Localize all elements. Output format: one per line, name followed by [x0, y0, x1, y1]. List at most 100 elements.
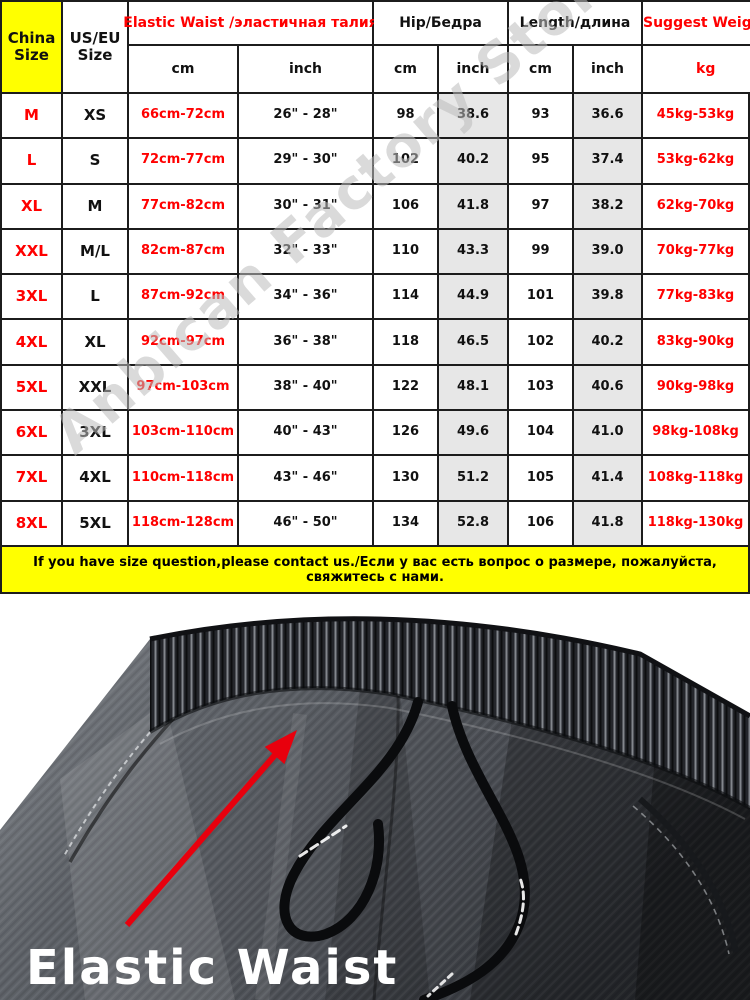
cell-weight: 77kg-83kg [643, 275, 750, 321]
table-row: 6XL 3XL 103cm-110cm 40" - 43" 126 49.6 104 41.0… [2, 411, 750, 457]
header-length: Length/длина [509, 2, 643, 46]
cell-weight: 108kg-118kg [643, 456, 750, 502]
cell-waist_cm: 118cm-128cm [129, 501, 239, 547]
cell-len_cm: 104 [509, 411, 574, 457]
cell-hip_cm: 126 [374, 411, 439, 457]
cell-useu: 5XL [63, 501, 129, 547]
cell-waist_inch: 32" - 33" [239, 229, 374, 276]
cell-hip_inch: 48.1 [439, 365, 509, 412]
cell-waist_cm: 103cm-110cm [129, 411, 239, 457]
cell-waist_cm: 110cm-118cm [129, 456, 239, 502]
cell-hip_cm: 98 [374, 94, 439, 140]
cell-hip_inch: 52.8 [439, 501, 509, 547]
header-kg: kg [643, 46, 750, 94]
table-row: M XS 66cm-72cm 26" - 28" 98 38.6 93 36.6 45kg-53… [2, 94, 750, 140]
cell-waist_cm: 66cm-72cm [129, 94, 239, 140]
header-waist-cm: cm [129, 46, 239, 94]
cell-waist_inch: 46" - 50" [239, 501, 374, 547]
cell-useu: 3XL [63, 411, 129, 457]
right-pocket-seam [632, 796, 739, 955]
header-hip-inch: inch [439, 46, 509, 94]
cell-hip_inch: 51.2 [439, 456, 509, 502]
cell-len_cm: 93 [509, 94, 574, 140]
cell-hip_inch: 44.9 [439, 275, 509, 321]
header-us-eu-size: US/EU Size [63, 2, 129, 94]
cell-weight: 83kg-90kg [643, 320, 750, 366]
cell-len_inch: 41.4 [574, 456, 643, 502]
cell-len_inch: 40.6 [574, 365, 643, 412]
cell-hip_cm: 110 [374, 229, 439, 276]
pants-illustration [0, 594, 750, 1000]
cell-weight: 70kg-77kg [643, 229, 750, 276]
cell-len_inch: 41.8 [574, 501, 643, 547]
cell-waist_inch: 43" - 46" [239, 456, 374, 502]
cell-china: 5XL [2, 365, 63, 412]
size-question-notice: If you have size question,please contact… [0, 547, 750, 594]
cell-weight: 62kg-70kg [643, 184, 750, 230]
cell-hip_inch: 40.2 [439, 139, 509, 185]
cell-china: 8XL [2, 501, 63, 547]
cell-useu: S [63, 139, 129, 185]
cell-china: 4XL [2, 320, 63, 366]
header-length-cm: cm [509, 46, 574, 94]
cell-len_inch: 39.8 [574, 275, 643, 321]
table-row: 3XL L 87cm-92cm 34" - 36" 114 44.9 101 39.8 77kg… [2, 275, 750, 321]
cell-waist_inch: 29" - 30" [239, 139, 374, 185]
cell-len_inch: 37.4 [574, 139, 643, 185]
cell-hip_cm: 130 [374, 456, 439, 502]
cell-waist_inch: 40" - 43" [239, 411, 374, 457]
cell-len_cm: 105 [509, 456, 574, 502]
cell-len_cm: 106 [509, 501, 574, 547]
cell-china: 3XL [2, 275, 63, 321]
cell-waist_inch: 34" - 36" [239, 275, 374, 321]
cell-len_inch: 38.2 [574, 184, 643, 230]
table-row: XL M 77cm-82cm 30" - 31" 106 41.8 97 38.2 62kg-7… [2, 184, 750, 230]
cell-weight: 118kg-130kg [643, 501, 750, 547]
cell-weight: 98kg-108kg [643, 411, 750, 457]
cell-hip_cm: 122 [374, 365, 439, 412]
cell-useu: L [63, 275, 129, 321]
photo-caption: Elastic Waist [26, 940, 399, 996]
cell-weight: 90kg-98kg [643, 365, 750, 412]
cell-waist_inch: 38" - 40" [239, 365, 374, 412]
cell-china: M [2, 94, 63, 140]
cell-len_cm: 99 [509, 229, 574, 276]
header-hip: Hip/Бедра [374, 2, 509, 46]
cell-china: 7XL [2, 456, 63, 502]
cell-useu: XS [63, 94, 129, 140]
cell-waist_cm: 87cm-92cm [129, 275, 239, 321]
cell-len_inch: 39.0 [574, 229, 643, 276]
cell-hip_cm: 102 [374, 139, 439, 185]
cell-waist_cm: 72cm-77cm [129, 139, 239, 185]
cell-len_cm: 103 [509, 365, 574, 412]
cell-len_cm: 95 [509, 139, 574, 185]
cell-waist_inch: 36" - 38" [239, 320, 374, 366]
cell-china: 6XL [2, 411, 63, 457]
drawstring-cords [279, 697, 530, 1000]
left-pocket-seam [63, 711, 176, 863]
cell-len_cm: 102 [509, 320, 574, 366]
cell-useu: M/L [63, 229, 129, 276]
size-table: China Size US/EU Size Elastic Waist /эла… [0, 0, 750, 547]
cell-hip_inch: 46.5 [439, 320, 509, 366]
cell-waist_cm: 92cm-97cm [129, 320, 239, 366]
table-row: 5XL XXL 97cm-103cm 38" - 40" 122 48.1 103 40.6 9… [2, 365, 750, 412]
header-china-size: China Size [2, 2, 63, 94]
cell-len_inch: 36.6 [574, 94, 643, 140]
cell-hip_inch: 41.8 [439, 184, 509, 230]
cell-waist_cm: 97cm-103cm [129, 365, 239, 412]
cell-hip_inch: 38.6 [439, 94, 509, 140]
cell-waist_inch: 26" - 28" [239, 94, 374, 140]
cell-hip_cm: 106 [374, 184, 439, 230]
header-waist-inch: inch [239, 46, 374, 94]
header-elastic-waist: Elastic Waist /эластичная талия [123, 2, 378, 46]
cell-len_cm: 97 [509, 184, 574, 230]
header-suggest-weight: Suggest Weight [643, 2, 750, 46]
header-length-inch: inch [574, 46, 643, 94]
cell-useu: 4XL [63, 456, 129, 502]
table-header: China Size US/EU Size Elastic Waist /эла… [2, 2, 750, 94]
cell-hip_cm: 114 [374, 275, 439, 321]
cell-len_cm: 101 [509, 275, 574, 321]
cell-len_inch: 40.2 [574, 320, 643, 366]
